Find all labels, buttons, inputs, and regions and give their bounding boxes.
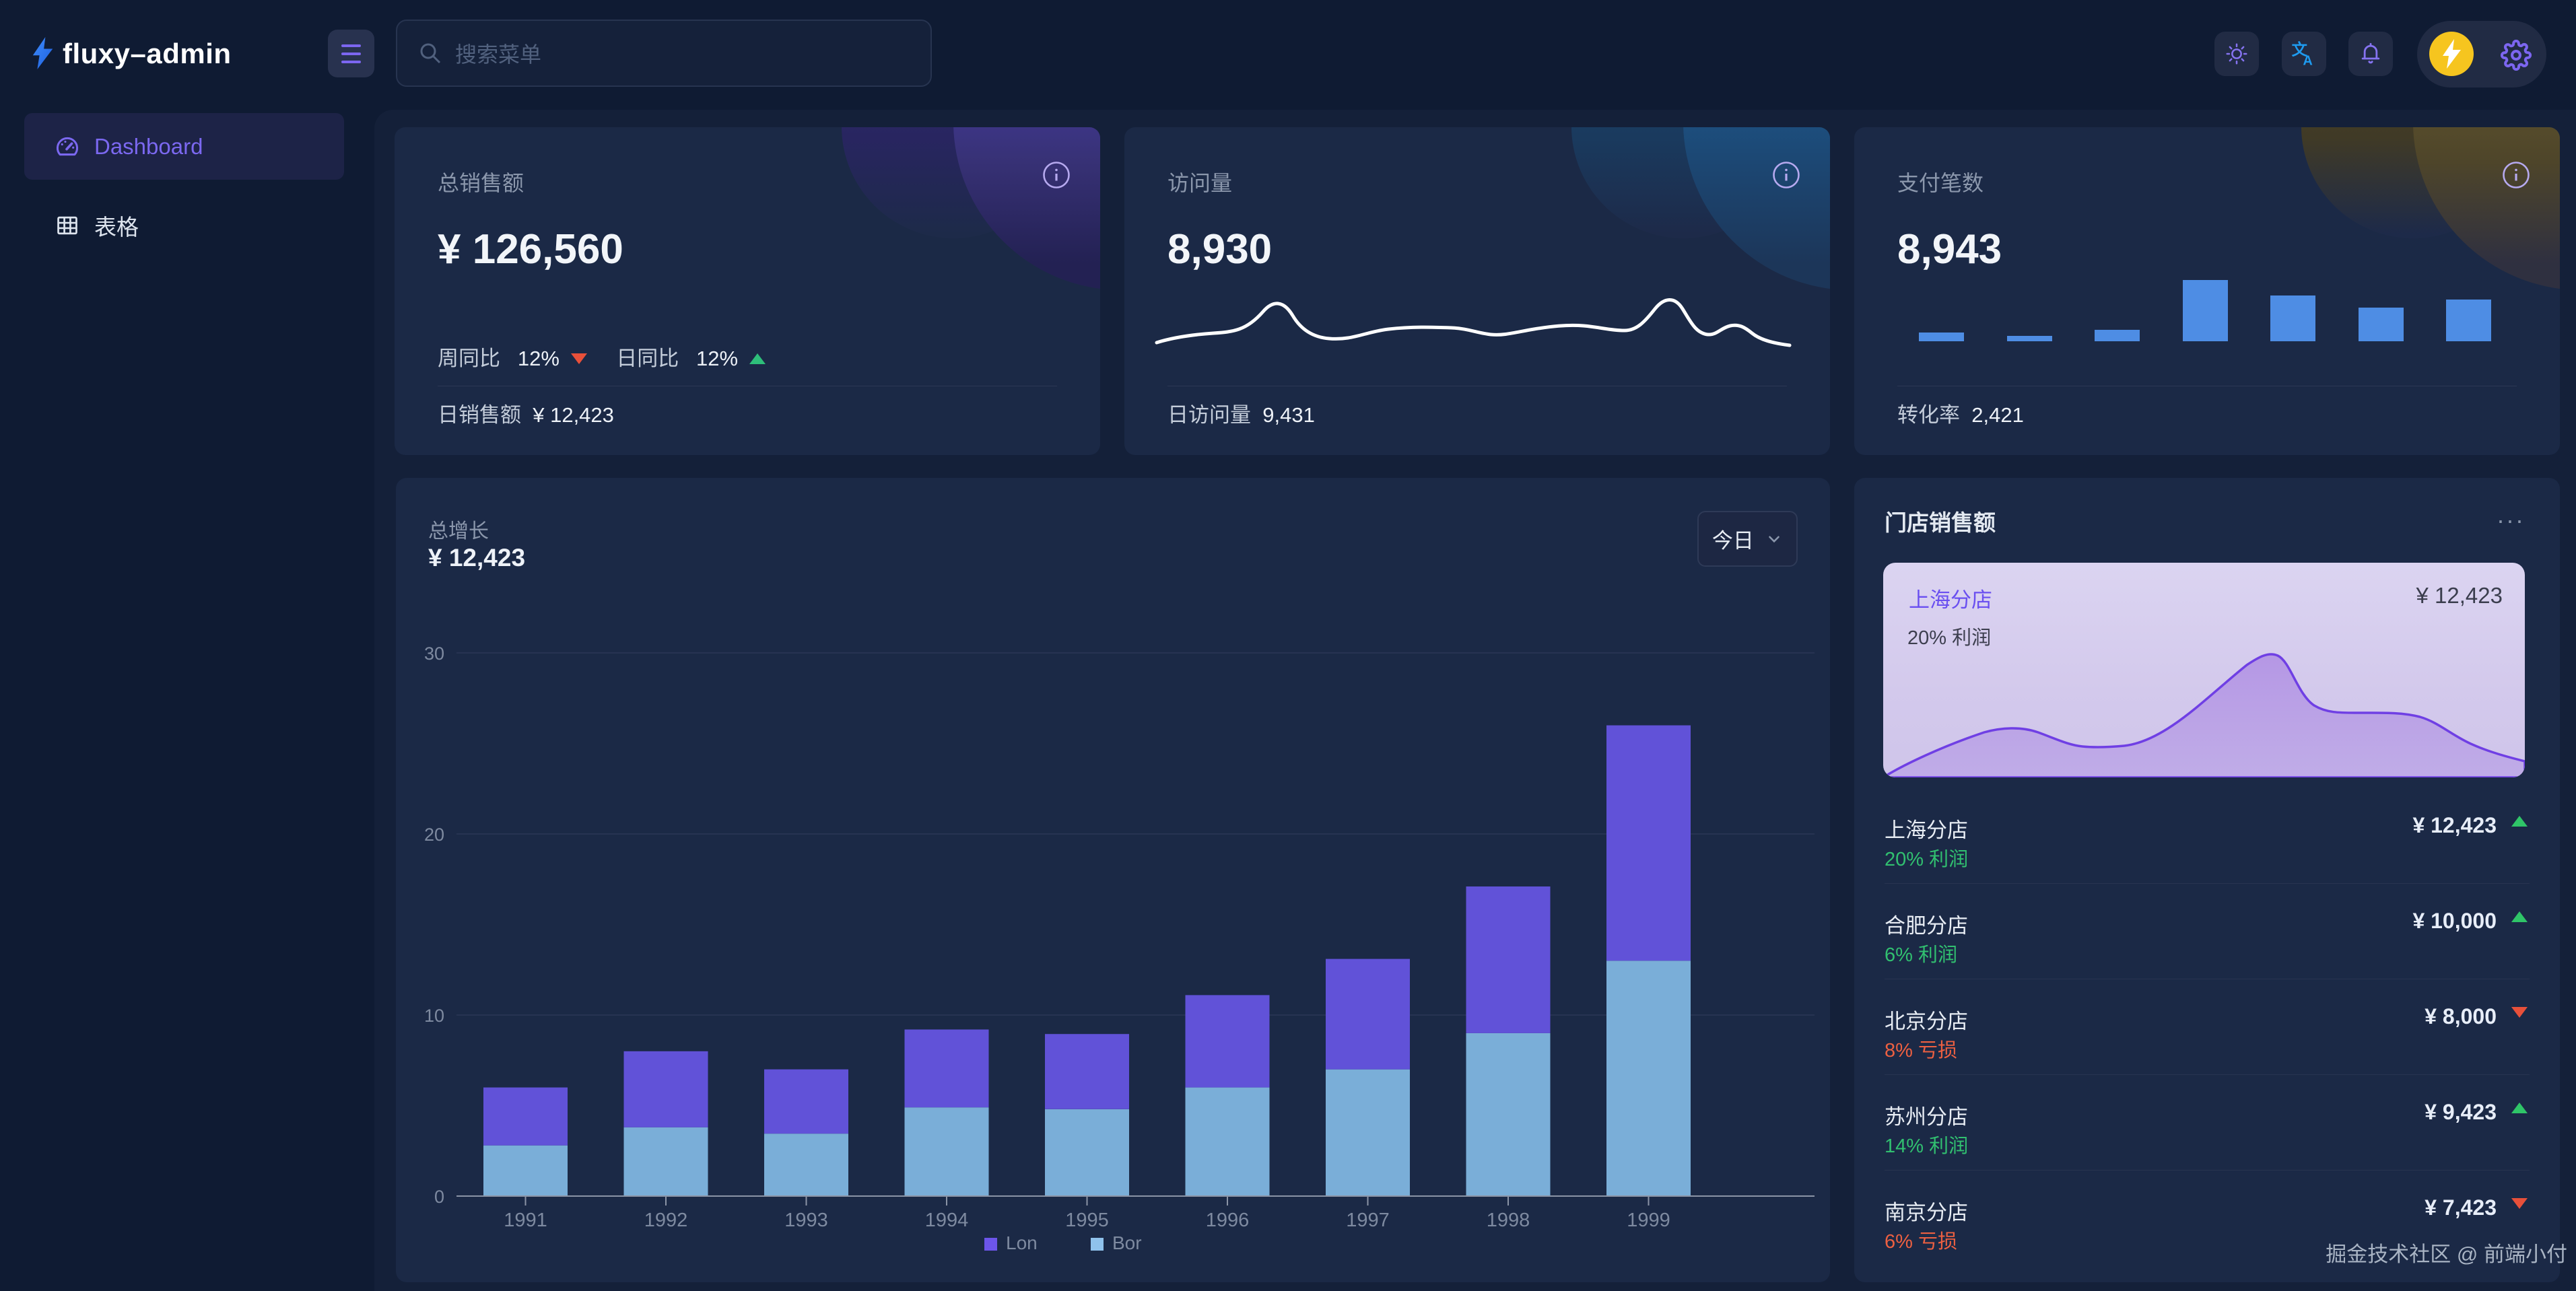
svg-text:10: 10 [424,1006,444,1026]
svg-text:1996: 1996 [1206,1210,1250,1231]
svg-text:1998: 1998 [1487,1210,1530,1231]
svg-text:Lon: Lon [1006,1232,1038,1253]
svg-text:30: 30 [424,643,444,664]
svg-text:1997: 1997 [1346,1210,1390,1231]
svg-text:A: A [2303,54,2312,67]
svg-text:Bor: Bor [1112,1232,1142,1253]
svg-text:1993: 1993 [784,1210,828,1231]
svg-text:1994: 1994 [925,1210,969,1231]
svg-text:1999: 1999 [1627,1210,1670,1231]
svg-text:1992: 1992 [644,1210,688,1231]
svg-text:0: 0 [434,1187,444,1207]
svg-text:1991: 1991 [504,1210,547,1231]
svg-text:文: 文 [2292,40,2308,59]
svg-text:20: 20 [424,825,444,845]
svg-text:1995: 1995 [1065,1210,1109,1231]
